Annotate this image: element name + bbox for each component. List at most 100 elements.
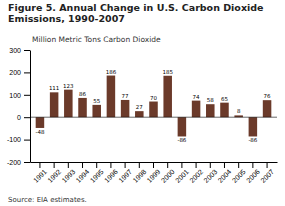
chart: Figure 5. Annual Change in U.S. Carbon D… <box>0 0 285 206</box>
y-tick-label: -200 <box>7 159 21 166</box>
x-tick-label: 2000 <box>160 168 176 184</box>
x-tick: 2005 <box>231 162 247 184</box>
x-tick: 2003 <box>202 162 218 184</box>
bar <box>107 76 116 118</box>
x-tick-label: 1995 <box>89 168 105 184</box>
x-tick: 1998 <box>131 162 147 184</box>
x-tick-label: 1991 <box>32 168 48 184</box>
x-tick: 2004 <box>217 162 233 184</box>
x-tick: 1992 <box>46 162 62 184</box>
y-tick: -200 <box>7 159 30 166</box>
title-line: Emissions, 1990-2007 <box>8 13 125 24</box>
data-label: 185 <box>162 69 173 75</box>
x-tick: 1994 <box>75 162 91 184</box>
x-tick-label: 1992 <box>46 168 62 184</box>
x-tick-mark <box>224 162 225 168</box>
x-tick: 1991 <box>32 162 48 184</box>
x-tick-mark <box>210 162 211 168</box>
y-tick-mark <box>24 50 30 51</box>
x-tick-mark <box>181 162 182 168</box>
x-tick-label: 1994 <box>75 168 91 184</box>
data-label: 55 <box>93 98 100 104</box>
x-tick-mark <box>39 162 40 168</box>
x-tick: 2007 <box>259 162 275 184</box>
y-tick: 100 <box>9 92 30 99</box>
x-tick-mark <box>110 162 111 168</box>
x-tick-label: 1998 <box>131 168 147 184</box>
y-axis: -200 -100 0 100 200 300 <box>7 47 31 166</box>
bar <box>121 100 130 117</box>
y-axis-line <box>30 51 31 163</box>
data-label: -86 <box>177 137 186 143</box>
x-tick-label: 1996 <box>103 168 119 184</box>
data-label: 186 <box>106 69 117 75</box>
data-label: -86 <box>248 137 257 143</box>
y-tick-label: 200 <box>9 69 21 76</box>
x-tick-label: 2004 <box>217 168 233 184</box>
bar <box>220 103 229 118</box>
x-tick-label: 1993 <box>60 168 76 184</box>
y-tick-label: 300 <box>9 47 21 54</box>
x-tick-mark <box>68 162 69 168</box>
bar <box>135 111 144 117</box>
x-tick-mark <box>54 162 55 168</box>
y-tick: 0 <box>17 114 30 121</box>
bar <box>36 117 45 128</box>
x-tick-mark <box>125 162 126 168</box>
title: Figure 5. Annual Change in U.S. Carbon D… <box>8 2 264 24</box>
x-tick: 2006 <box>245 162 261 184</box>
y-tick-mark <box>24 140 30 141</box>
zero-line <box>30 117 277 118</box>
x-axis: 1991199219931994199519961997199819992000… <box>31 162 278 184</box>
x-tick-label: 2002 <box>188 168 204 184</box>
data-label: 8 <box>237 108 241 114</box>
x-tick-label: 1999 <box>146 168 162 184</box>
data-label: 58 <box>207 97 214 103</box>
data-label: 86 <box>79 91 86 97</box>
x-tick: 1995 <box>89 162 105 184</box>
y-tick: -100 <box>7 136 30 143</box>
x-tick-label: 2001 <box>174 168 190 184</box>
bar <box>263 100 272 117</box>
y-tick-mark <box>24 72 30 73</box>
x-tick-mark <box>153 162 154 168</box>
data-labels: -481111238655186772770185-867458658-8676 <box>35 69 271 144</box>
x-tick-label: 1997 <box>117 168 133 184</box>
data-label: 123 <box>63 83 74 89</box>
bar <box>206 104 215 117</box>
x-tick-mark <box>196 162 197 168</box>
x-tick-mark <box>96 162 97 168</box>
bar <box>50 92 59 117</box>
x-tick-label: 2005 <box>231 168 247 184</box>
annotation: Source: EIA estimates. <box>8 196 87 204</box>
x-tick-label: 2007 <box>259 168 275 184</box>
data-label: 111 <box>49 85 60 91</box>
y-tick-label: 0 <box>17 114 21 121</box>
y-tick: 300 <box>9 47 30 54</box>
x-tick-label: 2006 <box>245 168 261 184</box>
subtitle: Million Metric Tons Carbon Dioxide <box>32 35 161 44</box>
y-tick: 200 <box>9 69 30 76</box>
title-line: Figure 5. Annual Change in U.S. Carbon D… <box>8 2 264 13</box>
y-tick-mark <box>24 117 30 118</box>
x-tick: 1996 <box>103 162 119 184</box>
x-tick: 2001 <box>174 162 190 184</box>
bar <box>192 101 201 118</box>
x-tick: 1997 <box>117 162 133 184</box>
data-label: 74 <box>193 94 200 100</box>
bar <box>178 117 187 136</box>
data-label: 65 <box>221 96 228 102</box>
x-tick-mark <box>267 162 268 168</box>
bar <box>78 98 87 117</box>
x-tick: 2002 <box>188 162 204 184</box>
data-label: 77 <box>122 93 129 99</box>
y-tick-label: -100 <box>7 136 21 143</box>
data-label: 27 <box>136 104 143 110</box>
x-tick: 1993 <box>60 162 76 184</box>
bar <box>249 117 258 136</box>
x-tick-mark <box>238 162 239 168</box>
bar <box>149 102 158 118</box>
x-tick-mark <box>252 162 253 168</box>
x-tick-mark <box>167 162 168 168</box>
bar <box>163 76 172 117</box>
